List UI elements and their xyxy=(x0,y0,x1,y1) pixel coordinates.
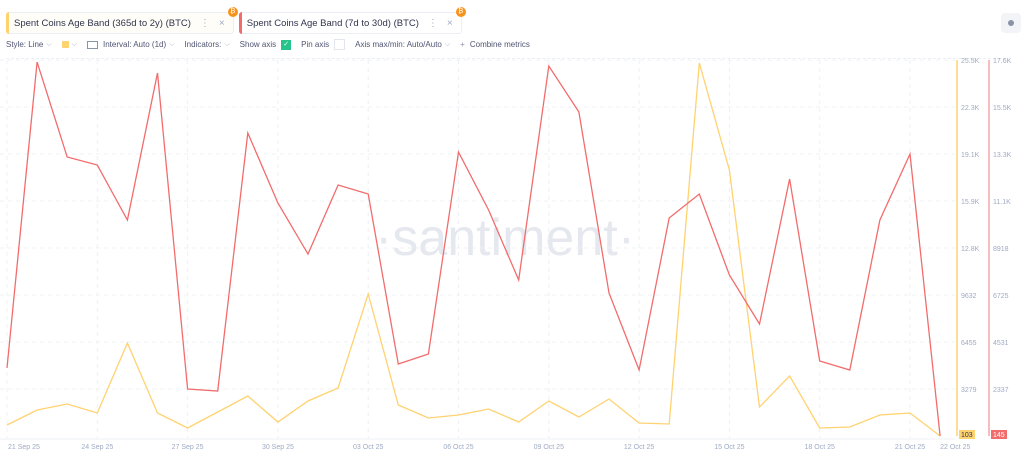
series-line xyxy=(6,61,941,437)
show-axis-label: Show axis xyxy=(239,40,277,49)
x-tick-label: 27 Sep 25 xyxy=(172,444,204,451)
axis-maxmin-select[interactable]: Axis max/min: Auto/Auto ⌵ xyxy=(355,40,450,49)
style-label: Style: Line xyxy=(6,40,44,49)
chevron-down-icon: ⌵ xyxy=(71,40,77,48)
tab-color-bar xyxy=(238,12,242,34)
y-tick-label: 6455 xyxy=(961,340,977,347)
tab-color-bar xyxy=(6,12,9,34)
checkbox-unchecked-icon[interactable] xyxy=(334,39,346,50)
chevron-down-icon: ⌵ xyxy=(169,40,175,48)
x-tick-label: 12 Oct 25 xyxy=(624,444,654,451)
x-tick-label: 22 Oct 25 xyxy=(940,444,970,451)
plus-icon: + xyxy=(460,40,465,49)
y-tick-label: 6725 xyxy=(993,293,1009,300)
y-tick-label: 3279 xyxy=(961,387,977,394)
combine-metrics-button[interactable]: + Combine metrics xyxy=(460,40,530,49)
y-tick-label: 11.1K xyxy=(993,199,1011,206)
last-value-label: 145 xyxy=(993,432,1005,439)
close-icon[interactable]: × xyxy=(446,17,453,29)
x-tick-label: 09 Oct 25 xyxy=(534,444,564,451)
y-tick-label: 8918 xyxy=(993,246,1009,253)
y-tick-label: 17.6K xyxy=(993,58,1012,65)
last-value-badge xyxy=(991,430,1007,439)
tab-label: Spent Coins Age Band (365d to 2y) (BTC) xyxy=(14,17,191,29)
more-icon[interactable]: ⋮ xyxy=(427,17,438,29)
axis-maxmin-label: Axis max/min: Auto/Auto xyxy=(355,40,442,49)
y-tick-label: 12.8K xyxy=(961,246,980,253)
x-tick-label: 30 Sep 25 xyxy=(262,444,294,451)
bitcoin-icon: ₿ xyxy=(227,7,238,17)
color-swatch xyxy=(61,41,69,48)
y-tick-label: 15.9K xyxy=(961,199,980,206)
y-tick-label: 19.1K xyxy=(961,152,980,159)
toolbar-divider xyxy=(6,58,1006,59)
x-tick-label: 06 Oct 25 xyxy=(443,444,473,451)
y-tick-label: 9632 xyxy=(961,293,977,300)
y-tick-label: 4531 xyxy=(993,340,1009,347)
more-icon[interactable]: ⋮ xyxy=(199,17,210,29)
x-tick-label: 21 Oct 25 xyxy=(895,444,925,451)
combine-label: Combine metrics xyxy=(469,40,530,49)
chevron-down-icon: ⌵ xyxy=(444,40,451,48)
metric-tab-365d-2y[interactable]: Spent Coins Age Band (365d to 2y) (BTC) … xyxy=(6,7,238,34)
interval-label: Interval: Auto (1d) xyxy=(102,40,167,49)
x-tick-label: 24 Sep 25 xyxy=(81,444,113,451)
series-line xyxy=(6,62,941,437)
x-tick-label: 21 Sep 25 xyxy=(8,444,40,451)
indicators-select[interactable]: Indicators: ⌵ xyxy=(184,40,229,49)
color-select[interactable]: ⌵ xyxy=(61,40,77,49)
y-tick-label: 25.5K xyxy=(961,58,980,65)
y-tick-label: 2337 xyxy=(993,387,1009,394)
x-tick-label: 15 Oct 25 xyxy=(714,444,744,451)
chart-toolbar: Style: Line ⌵ ⌵ Interval: Auto (1d) ⌵ Indi… xyxy=(6,39,530,50)
indicators-label: Indicators: xyxy=(184,40,222,49)
x-tick-label: 18 Oct 25 xyxy=(805,444,835,451)
style-select[interactable]: Style: Line ⌵ xyxy=(6,40,52,49)
x-tick-label: 03 Oct 25 xyxy=(353,444,383,451)
last-value-badge xyxy=(959,430,975,439)
chevron-down-icon: ⌵ xyxy=(224,40,230,48)
last-value-label: 103 xyxy=(961,432,973,439)
y-tick-label: 15.5K xyxy=(993,105,1012,112)
watermark: ·santiment· xyxy=(375,209,635,267)
chart-settings-button[interactable] xyxy=(1001,13,1021,33)
interval-select[interactable]: Interval: Auto (1d) ⌵ xyxy=(86,40,175,49)
pin-axis-toggle[interactable]: Pin axis xyxy=(301,39,346,50)
metric-tab-7d-30d[interactable]: Spent Coins Age Band (7d to 30d) (BTC) ⋮… xyxy=(238,7,466,34)
calendar-icon xyxy=(86,40,98,49)
bitcoin-icon: ₿ xyxy=(455,7,466,17)
show-axis-toggle[interactable]: Show axis ✓ xyxy=(239,39,292,50)
tab-label: Spent Coins Age Band (7d to 30d) (BTC) xyxy=(246,17,419,29)
chevron-down-icon: ⌵ xyxy=(46,40,52,48)
pin-axis-label: Pin axis xyxy=(301,40,330,49)
close-icon[interactable]: × xyxy=(218,17,225,29)
metric-tabs: Spent Coins Age Band (365d to 2y) (BTC) … xyxy=(6,7,466,34)
checkbox-checked-icon[interactable]: ✓ xyxy=(281,39,292,50)
y-tick-label: 13.3K xyxy=(993,152,1012,159)
y-tick-label: 22.3K xyxy=(961,105,980,112)
